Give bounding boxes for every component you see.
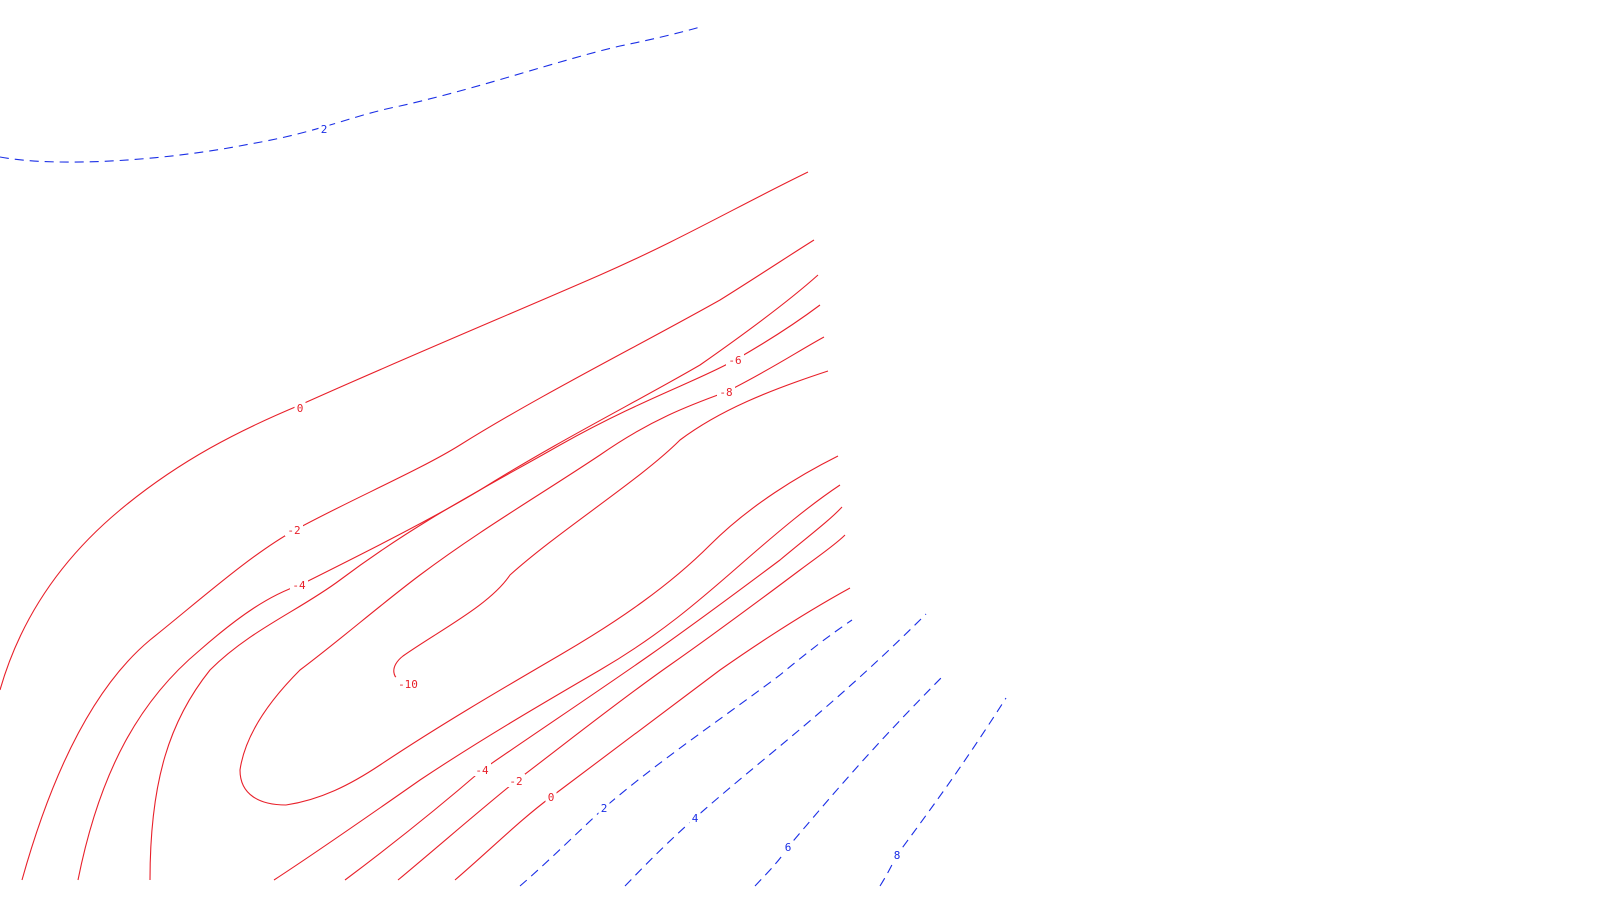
contour-label: 2: [601, 802, 608, 815]
contour-label-background: [782, 840, 794, 853]
contour-label: -4: [475, 764, 489, 777]
contour-line: [285, 455, 839, 806]
contour-lines: [0, 26, 1007, 887]
contour-line: [879, 697, 1007, 887]
contour-line: [754, 676, 943, 887]
contour-label-background: [891, 848, 903, 861]
contour-line: [0, 171, 809, 691]
contour-label-background: [395, 677, 421, 690]
contour-line: [454, 587, 851, 881]
contour-label-background: [507, 774, 525, 787]
contour-label-background: [473, 763, 491, 776]
contour-labels: 2 0 -2 -4 -6 -8 -10 -4 -2 0 2 4 6 8: [285, 122, 903, 862]
contour-label-background: [545, 790, 557, 803]
contour-line: [344, 506, 843, 881]
contour-label: 8: [894, 849, 901, 862]
contour-line: [397, 534, 846, 881]
contour-label: 2: [321, 123, 328, 136]
contour-line: [624, 613, 927, 887]
contour-label-background: [726, 353, 744, 366]
contour-label: -8: [719, 386, 732, 399]
contour-line: [77, 274, 819, 881]
contour-label: -2: [509, 775, 522, 788]
contour-label: -2: [287, 524, 300, 537]
contour-label-background: [290, 578, 308, 591]
contour-label-background: [285, 523, 303, 536]
contour-label-background: [598, 801, 610, 814]
contour-line: [21, 239, 815, 881]
contour-label-background: [318, 122, 330, 135]
contour-label: -10: [398, 678, 418, 691]
contour-label: 6: [785, 841, 792, 854]
contour-label-background: [294, 401, 306, 414]
contour-label: 4: [692, 812, 699, 825]
contour-line: [273, 484, 841, 881]
contour-label: 0: [297, 402, 304, 415]
contour-label: -4: [292, 579, 306, 592]
contour-line: [0, 26, 701, 163]
contour-label: 0: [548, 791, 555, 804]
contour-label-background: [689, 811, 701, 824]
contour-label-background: [717, 385, 735, 398]
contour-line: [519, 619, 853, 887]
contour-label: -6: [728, 354, 741, 367]
contour-line: [393, 370, 829, 685]
